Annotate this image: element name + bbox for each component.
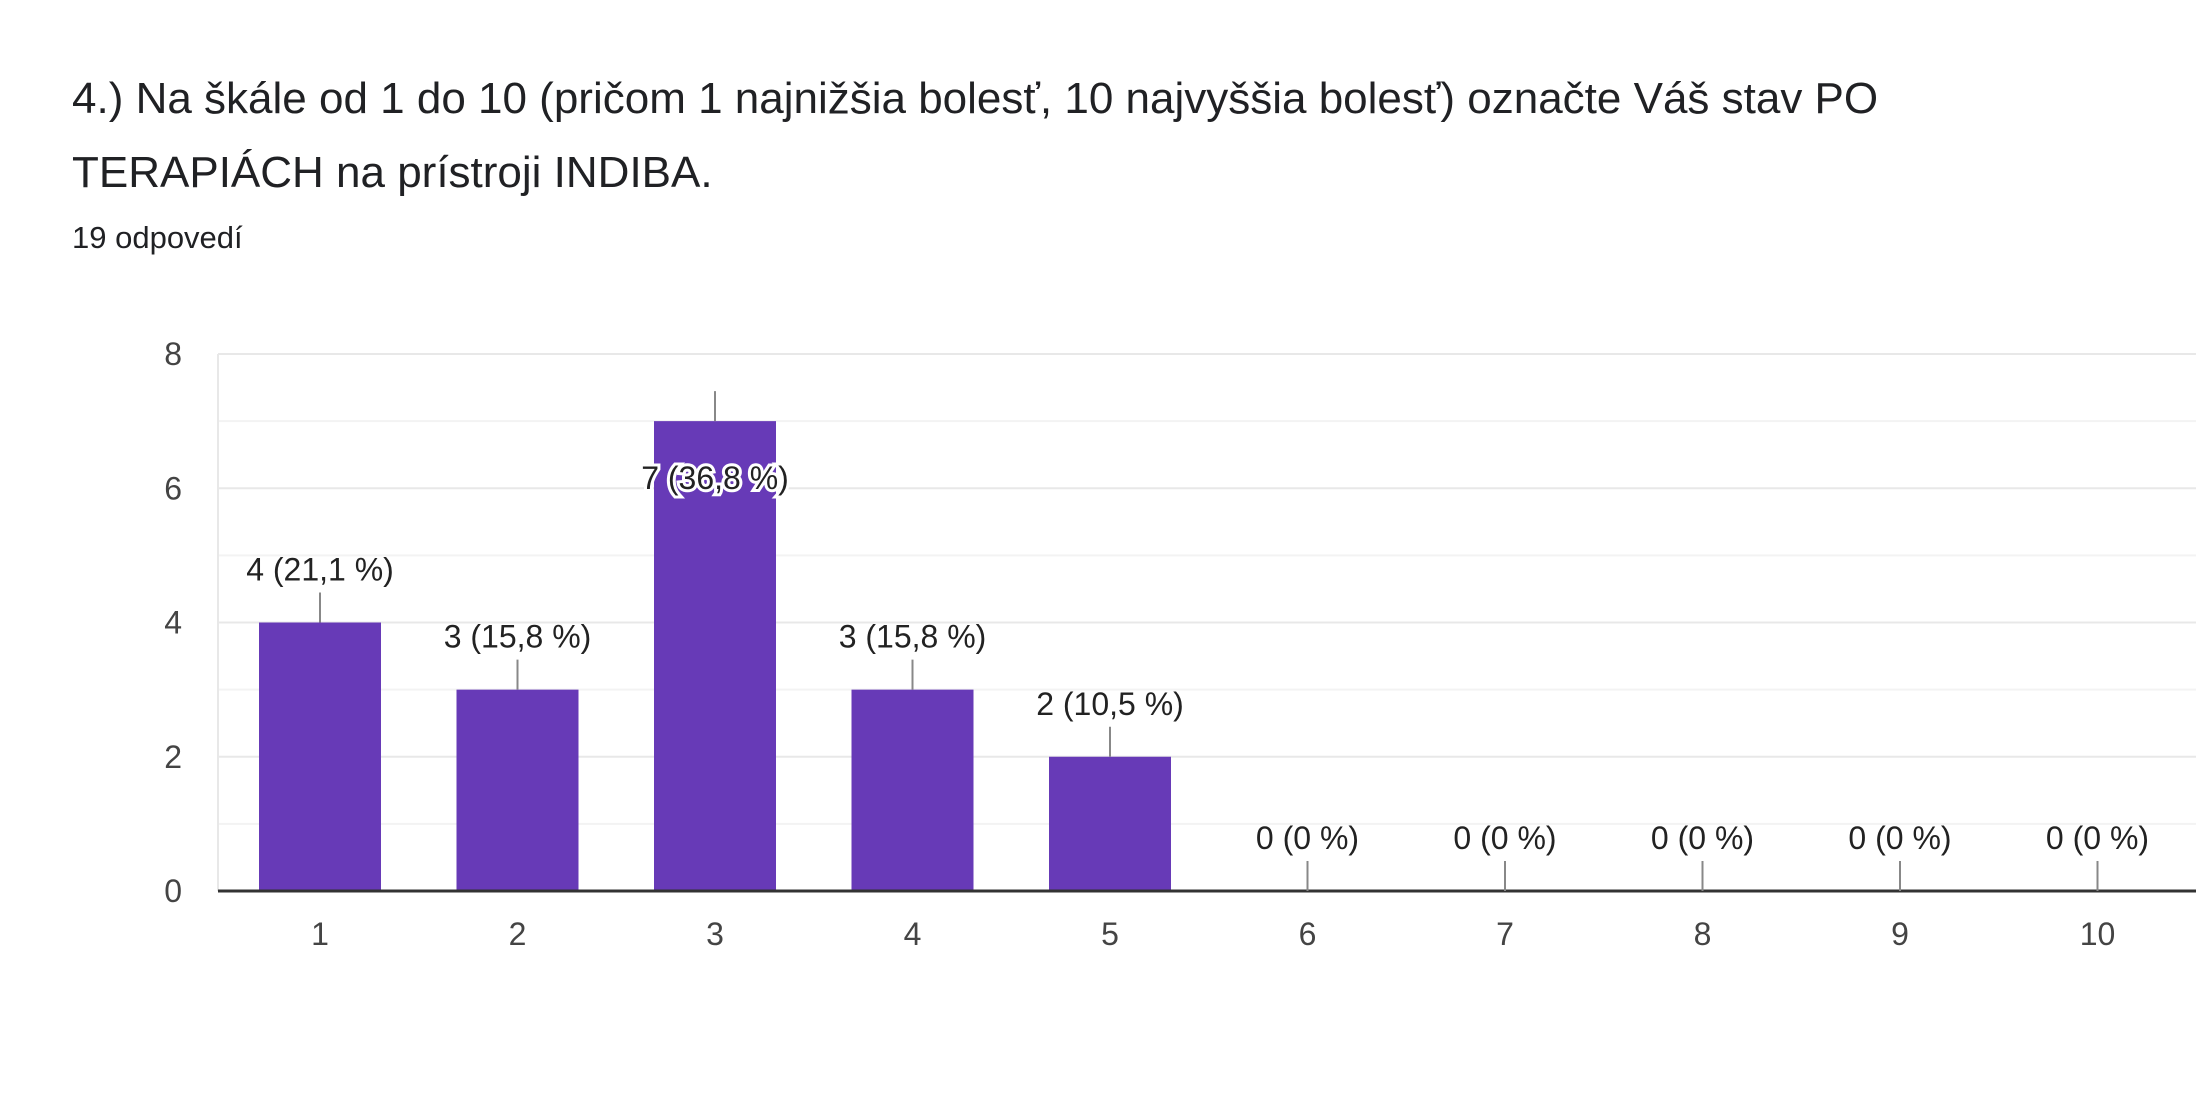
data-label-1: 4 (21,1 %) <box>246 552 394 588</box>
question-title: 4.) Na škále od 1 do 10 (pričom 1 najniž… <box>72 74 1879 197</box>
data-label-10: 0 (0 %) <box>2046 820 2149 856</box>
x-tick-label: 2 <box>509 916 527 952</box>
x-tick-label: 3 <box>706 916 724 952</box>
data-label-6: 0 (0 %) <box>1256 820 1359 856</box>
x-tick-label: 9 <box>1891 916 1909 952</box>
data-label-4: 3 (15,8 %) <box>839 619 987 655</box>
x-tick-label: 5 <box>1101 916 1119 952</box>
data-label-5: 2 (10,5 %) <box>1036 686 1184 722</box>
y-tick-label: 2 <box>164 739 182 775</box>
chart-bars <box>259 421 1171 891</box>
x-tick-label: 4 <box>904 916 922 952</box>
x-tick-label: 6 <box>1299 916 1317 952</box>
data-label-2: 3 (15,8 %) <box>444 619 592 655</box>
data-label-3: 7 (36,8 %) <box>641 460 789 496</box>
question-header: 4.) Na škále od 1 do 10 (pričom 1 najniž… <box>72 62 2132 258</box>
chart-data-labels: 4 (21,1 %) 3 (15,8 %) 7 (36,8 %) 3 (15,8 %)… <box>246 391 2149 891</box>
y-tick-label: 8 <box>164 336 182 372</box>
data-label-9: 0 (0 %) <box>1848 820 1951 856</box>
x-tick-label: 7 <box>1496 916 1514 952</box>
bar-5 <box>1049 756 1171 891</box>
response-count: 19 odpovedí <box>72 220 243 255</box>
bar-3 <box>654 421 776 891</box>
bar-2 <box>456 689 579 891</box>
data-label-8: 0 (0 %) <box>1651 820 1754 856</box>
bar-4 <box>851 689 974 891</box>
y-tick-label: 4 <box>164 605 182 641</box>
x-tick-label: 8 <box>1694 916 1712 952</box>
y-tick-label: 6 <box>164 470 182 506</box>
x-tick-label: 10 <box>2080 916 2116 952</box>
y-tick-label: 0 <box>164 873 182 909</box>
x-tick-label: 1 <box>311 916 329 952</box>
bar-1 <box>259 622 381 891</box>
data-label-7: 0 (0 %) <box>1453 820 1556 856</box>
chart-axes: 0 2 4 6 8 1 2 3 4 5 6 7 8 9 10 <box>164 336 2196 952</box>
